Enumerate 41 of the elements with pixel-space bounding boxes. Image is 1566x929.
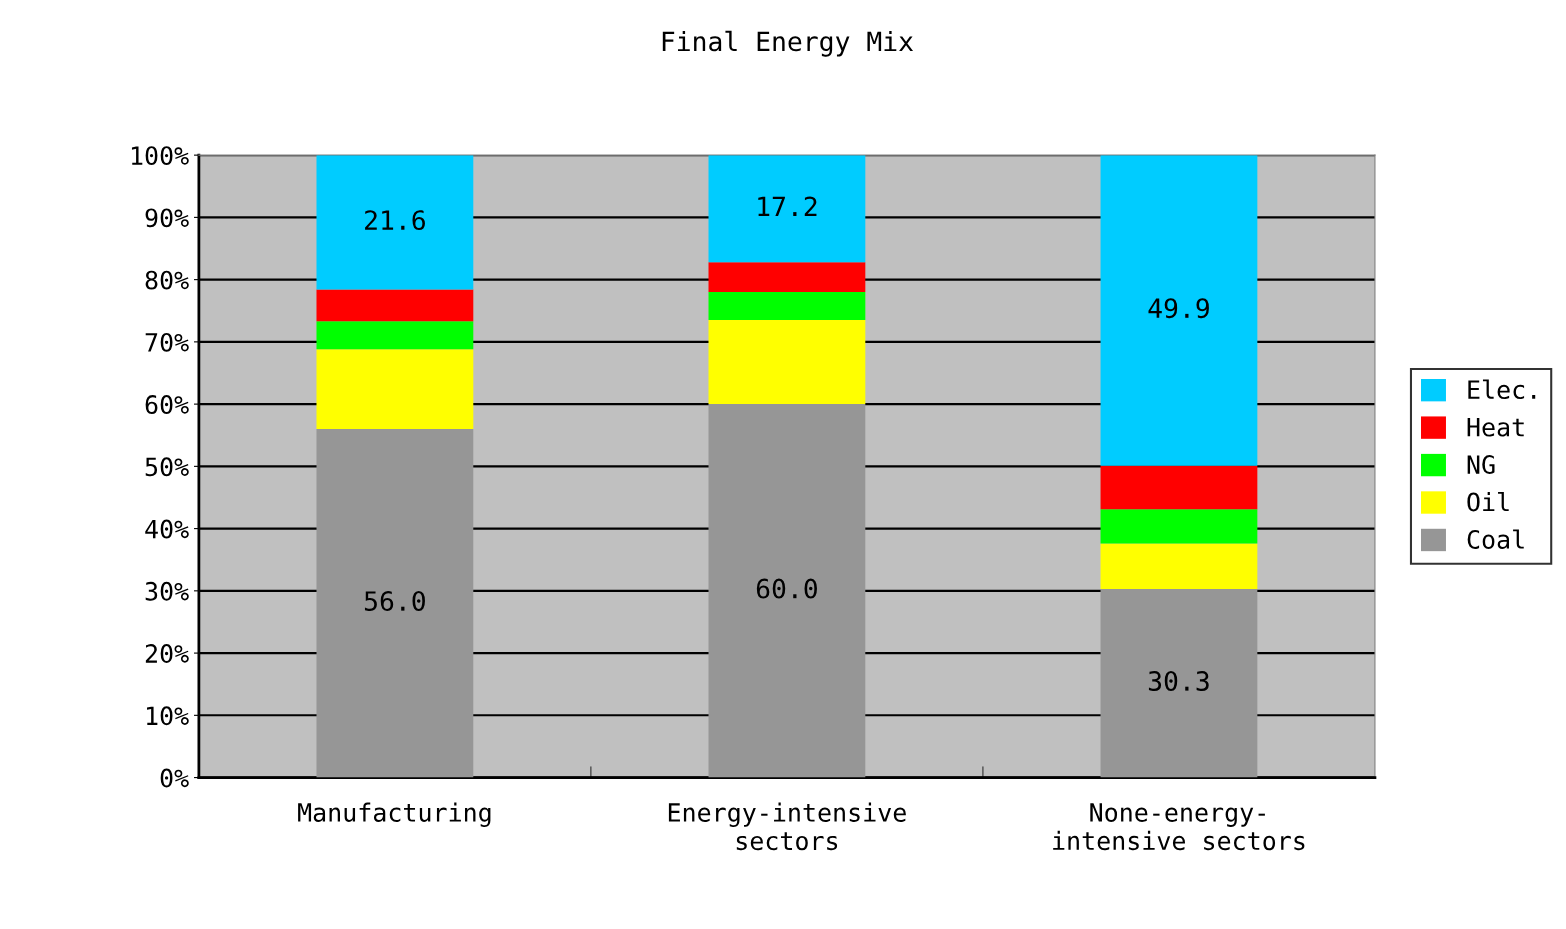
bar bbox=[316, 155, 474, 290]
data-label: 30.3 bbox=[1148, 671, 1209, 691]
y-tick-label: 10% bbox=[147, 706, 189, 726]
bar bbox=[1100, 155, 1258, 466]
bar bbox=[708, 262, 866, 293]
data-label: 17.2 bbox=[758, 196, 817, 217]
bar bbox=[708, 155, 866, 263]
y-tick-label: 40% bbox=[145, 519, 189, 539]
bar bbox=[316, 349, 474, 430]
chart-title: Final Energy Mix bbox=[662, 30, 914, 57]
bar bbox=[708, 404, 866, 778]
x-tick-label: None-energy- intensive sectors bbox=[1053, 803, 1305, 851]
bar bbox=[1100, 465, 1258, 510]
bar bbox=[316, 429, 474, 778]
bar bbox=[316, 289, 474, 322]
y-tick-label: 80% bbox=[145, 270, 189, 290]
data-label: 49.9 bbox=[1148, 298, 1209, 319]
legend-label: Elec. bbox=[1468, 379, 1536, 400]
bar bbox=[1100, 588, 1258, 778]
data-label: 56.0 bbox=[364, 591, 425, 612]
y-tick-label: 50% bbox=[145, 457, 189, 477]
x-tick-label: Energy-intensive sectors bbox=[668, 802, 906, 851]
legend-label: Coal bbox=[1467, 529, 1524, 549]
y-tick-label: 0% bbox=[160, 768, 189, 788]
y-tick-label: 70% bbox=[145, 332, 189, 352]
data-label: 60.0 bbox=[756, 578, 817, 599]
y-tick-label: 90% bbox=[145, 208, 189, 228]
legend-label: NG bbox=[1467, 455, 1495, 474]
legend-label: Heat bbox=[1467, 417, 1524, 437]
bar bbox=[316, 321, 474, 350]
y-tick-label: 20% bbox=[145, 644, 189, 664]
data-label: 21.6 bbox=[365, 210, 425, 231]
y-tick-label: 60% bbox=[145, 395, 189, 415]
bar bbox=[708, 292, 866, 321]
legend-label: Oil bbox=[1467, 491, 1509, 512]
bar bbox=[708, 320, 866, 405]
y-tick-label: 100% bbox=[131, 146, 189, 166]
x-tick-label: Manufacturing bbox=[298, 802, 491, 827]
y-tick-label: 30% bbox=[145, 581, 189, 601]
bar bbox=[1100, 509, 1258, 544]
bar bbox=[1100, 543, 1258, 589]
